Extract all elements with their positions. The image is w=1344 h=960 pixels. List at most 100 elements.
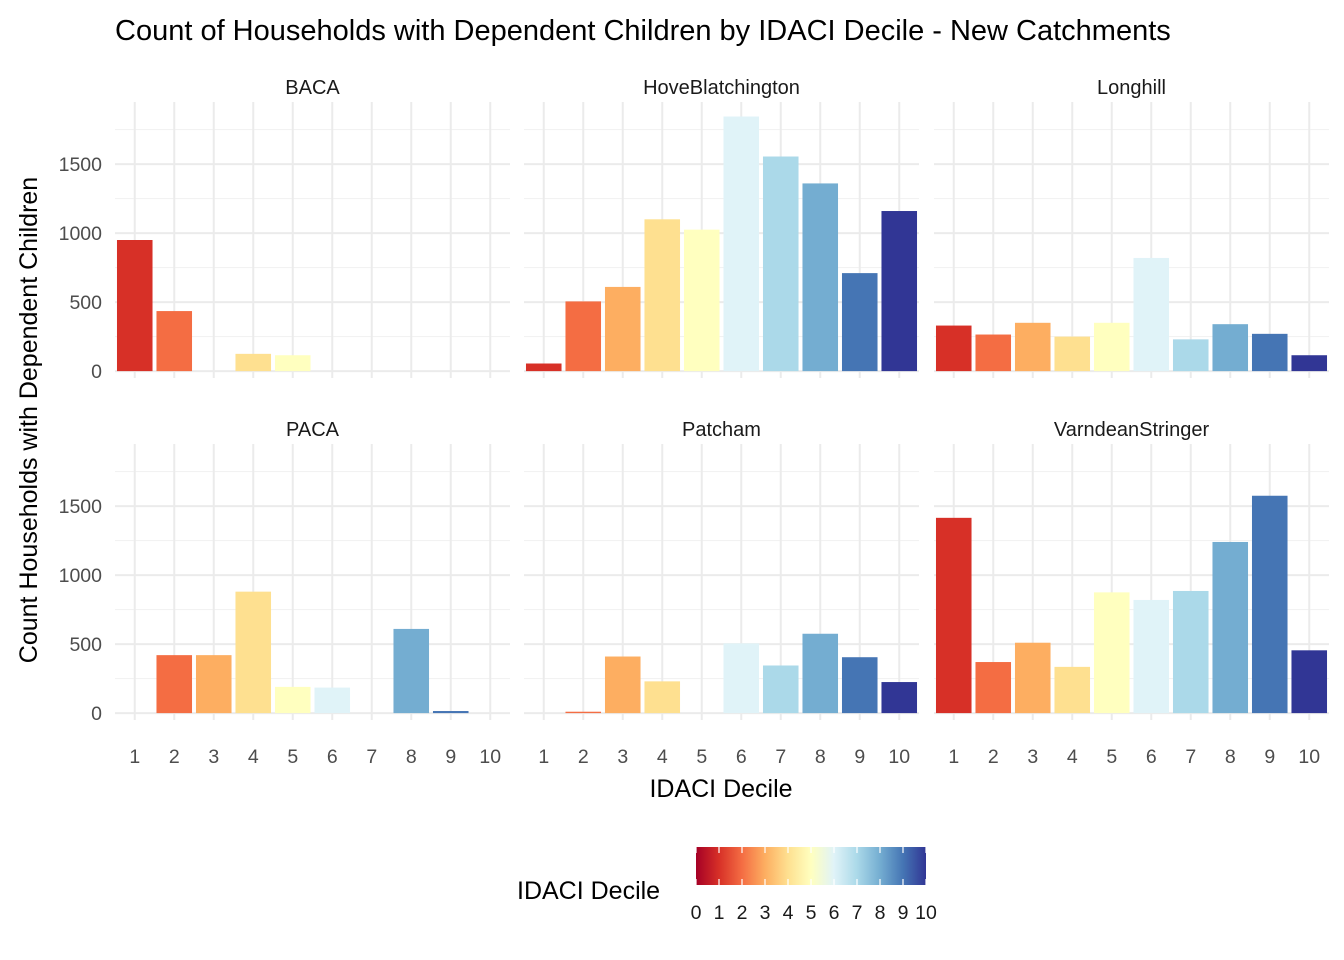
bar-patcham-decile-10 [881,682,918,714]
bar-patcham-decile-2 [565,711,602,714]
x-tick-label-10: 10 [1298,746,1320,768]
bar-paca-decile-6 [314,687,351,714]
legend-colorbar [696,847,926,885]
legend-tick-label-8: 8 [875,902,886,924]
x-tick-label-3: 3 [1027,746,1038,768]
facet-panel-patcham: Patcham 1 2 3 4 5 6 7 8 9 10 [524,419,919,768]
x-tick-label-3: 3 [617,746,628,768]
x-tick-label-5: 5 [1106,746,1117,768]
bar-baca-decile-1 [116,240,153,372]
y-tick-label-1000: 1000 [59,565,103,587]
bar-varndeanstringer-decile-1 [935,517,972,714]
bar-varndeanstringer-decile-6 [1133,599,1170,714]
bar-patcham-decile-6 [723,643,760,714]
facet-panel-baca: BACA 0 500 1000 1500 [59,77,510,383]
x-tick-label-2: 2 [169,746,180,768]
bar-longhill-decile-8 [1212,324,1249,372]
chart-title: Count of Households with Dependent Child… [115,15,1171,47]
legend-tick-label-1: 1 [714,902,725,924]
facet-panel-longhill: Longhill [934,77,1329,378]
color-legend: IDACI Decile 0 1 2 3 4 5 6 7 8 9 10 [517,847,937,924]
legend-tick-label-0: 0 [691,902,702,924]
x-tick-label-5: 5 [696,746,707,768]
facet-label-hoveblatchington: HoveBlatchington [643,77,800,99]
bar-patcham-decile-7 [762,665,799,714]
bar-hoveblatchington-decile-5 [683,229,720,372]
bar-paca-decile-5 [274,686,311,714]
bar-hoveblatchington-decile-3 [604,286,641,372]
bar-longhill-decile-9 [1251,333,1288,372]
bar-longhill-decile-1 [935,325,972,372]
facet-label-baca: BACA [285,77,340,99]
bar-patcham-decile-8 [802,633,839,714]
x-tick-label-6: 6 [1146,746,1157,768]
x-tick-label-2: 2 [988,746,999,768]
x-tick-label-6: 6 [736,746,747,768]
bar-longhill-decile-3 [1014,322,1051,372]
bar-hoveblatchington-decile-7 [762,156,799,372]
bar-paca-decile-2 [156,655,193,714]
x-tick-label-5: 5 [287,746,298,768]
bar-baca-decile-5 [274,355,311,372]
bar-longhill-decile-2 [975,334,1012,372]
x-tick-label-1: 1 [129,746,140,768]
bar-varndeanstringer-decile-8 [1212,541,1249,714]
x-tick-label-1: 1 [948,746,959,768]
bar-patcham-decile-9 [841,657,878,714]
bar-varndeanstringer-decile-4 [1054,666,1091,714]
legend-tick-label-9: 9 [898,902,909,924]
bar-hoveblatchington-decile-2 [565,301,602,372]
legend-tick-label-4: 4 [783,902,794,924]
x-tick-label-7: 7 [775,746,786,768]
bar-varndeanstringer-decile-2 [975,662,1012,714]
x-tick-label-4: 4 [657,746,668,768]
facet-label-paca: PACA [286,419,340,441]
bar-paca-decile-4 [235,591,272,714]
facet-panel-paca: PACA 0 500 1000 1500 1 2 3 4 5 6 7 8 9 10 [59,419,510,768]
bar-varndeanstringer-decile-10 [1291,650,1328,714]
y-tick-label-1500: 1500 [59,496,103,518]
x-tick-label-10: 10 [479,746,501,768]
legend-tick-label-2: 2 [737,902,748,924]
legend-tick-label-7: 7 [852,902,863,924]
legend-tick-label-3: 3 [760,902,771,924]
legend-tick-label-5: 5 [806,902,817,924]
bar-patcham-decile-3 [604,656,641,714]
facet-label-patcham: Patcham [682,419,761,441]
bar-hoveblatchington-decile-1 [525,363,562,372]
bar-longhill-decile-10 [1291,355,1328,372]
bar-hoveblatchington-decile-4 [644,219,681,372]
x-tick-label-7: 7 [1185,746,1196,768]
x-tick-label-3: 3 [208,746,219,768]
bar-varndeanstringer-decile-9 [1251,495,1288,714]
bar-hoveblatchington-decile-8 [802,183,839,372]
y-axis-title: Count Households with Dependent Children [15,177,43,663]
x-tick-label-7: 7 [366,746,377,768]
x-tick-label-8: 8 [815,746,826,768]
legend-tick-label-10: 10 [915,902,937,924]
bar-baca-decile-2 [156,311,193,372]
bar-longhill-decile-5 [1093,322,1130,372]
bar-longhill-decile-7 [1172,339,1209,372]
y-tick-label-500: 500 [69,634,102,656]
y-tick-label-1000: 1000 [59,223,103,245]
bar-longhill-decile-4 [1054,336,1091,372]
x-tick-label-9: 9 [445,746,456,768]
y-tick-label-500: 500 [69,292,102,314]
y-tick-label-1500: 1500 [59,154,103,176]
bar-paca-decile-9 [432,711,469,714]
x-tick-label-1: 1 [538,746,549,768]
x-tick-label-9: 9 [1264,746,1275,768]
bar-varndeanstringer-decile-3 [1014,642,1051,714]
x-tick-label-4: 4 [1067,746,1078,768]
y-tick-label-0: 0 [91,703,102,725]
bar-varndeanstringer-decile-5 [1093,592,1130,714]
facet-label-varndeanstringer: VarndeanStringer [1054,419,1210,441]
bar-hoveblatchington-decile-10 [881,211,918,372]
bar-patcham-decile-4 [644,681,681,714]
x-tick-label-9: 9 [854,746,865,768]
bar-varndeanstringer-decile-7 [1172,590,1209,714]
bar-paca-decile-8 [393,628,430,714]
x-tick-label-8: 8 [406,746,417,768]
